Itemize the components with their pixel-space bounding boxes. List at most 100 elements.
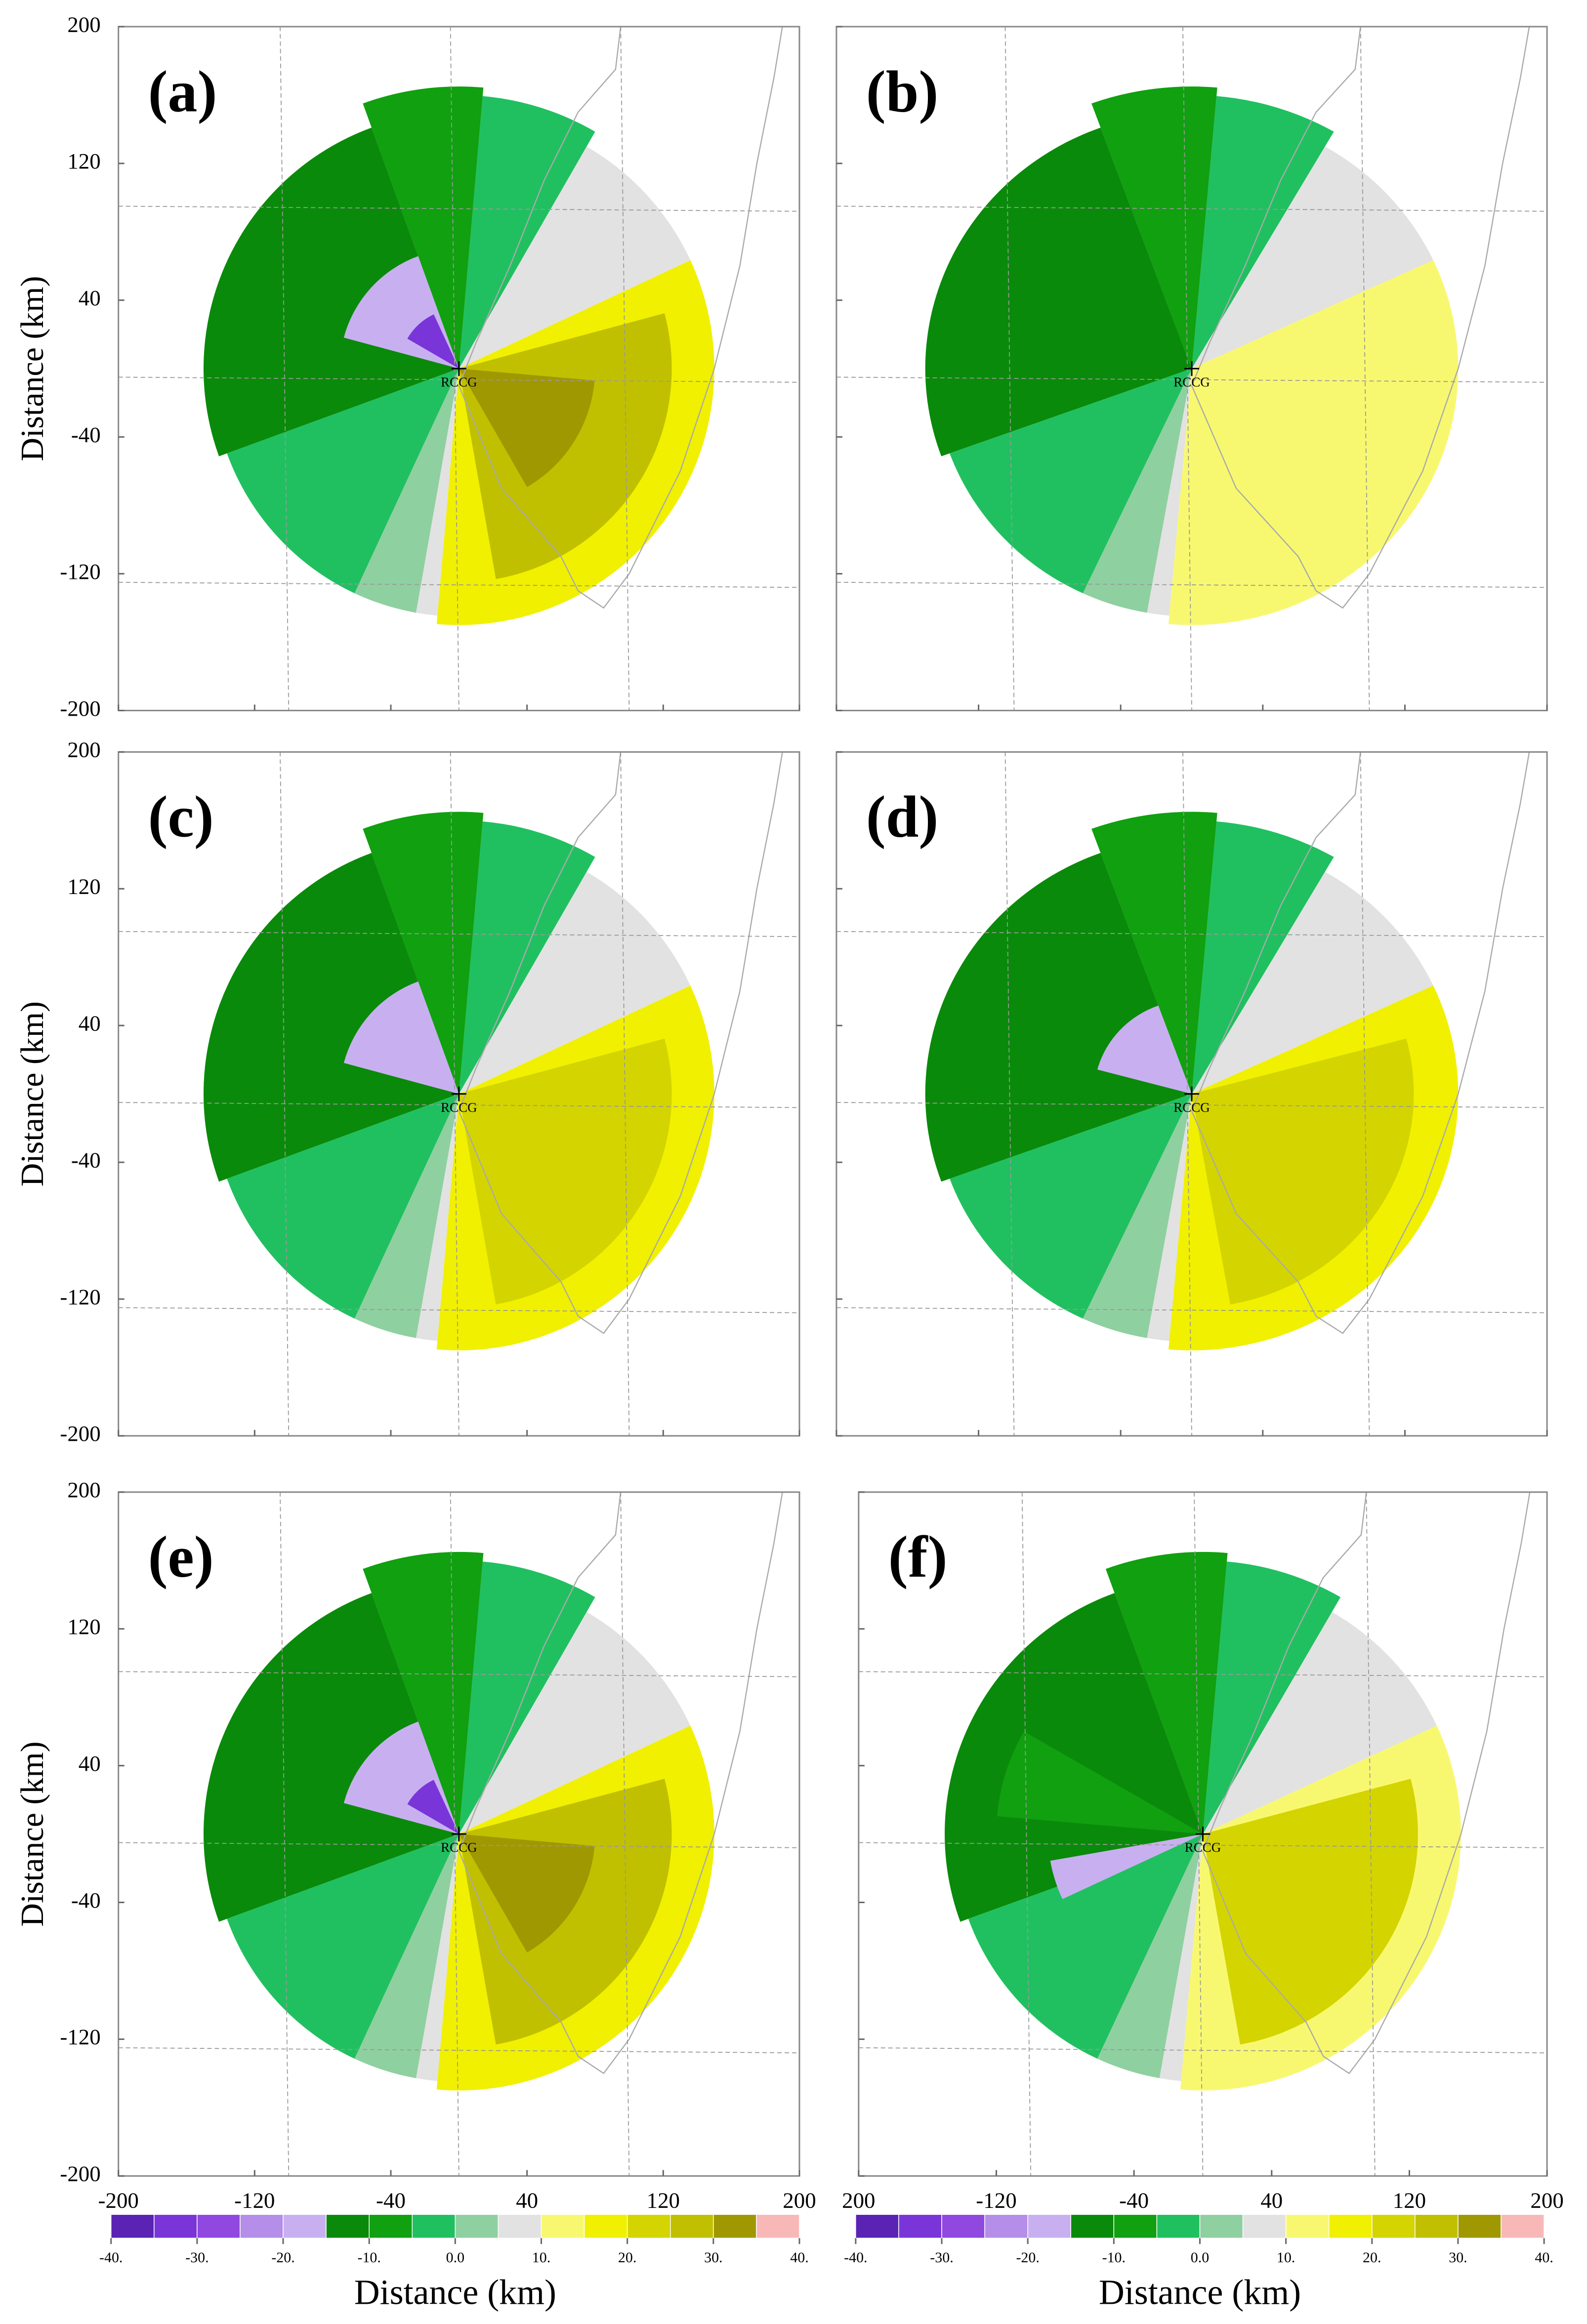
coastline <box>1202 1492 1531 2075</box>
x-tick-label: -40 <box>376 2188 406 2213</box>
colorbar-swatch <box>1199 2214 1244 2239</box>
colorbar-tick-label: -40. <box>99 2249 123 2266</box>
radar-field <box>1191 821 1334 1094</box>
radar-field <box>1105 1551 1228 1835</box>
panel-label: (a) <box>148 58 217 124</box>
colorbar-tick-label: 10. <box>532 2249 550 2266</box>
map-grid <box>836 376 1547 383</box>
radar-field <box>1083 368 1192 613</box>
panel-label: (b) <box>866 58 938 124</box>
station-label: RCCG <box>1173 374 1210 389</box>
panel-frame <box>835 751 1548 1437</box>
colorbar-swatch <box>898 2214 942 2239</box>
panel-label: (f) <box>888 1524 948 1590</box>
coastline <box>458 26 783 609</box>
map-grid <box>620 1492 630 2176</box>
map-grid <box>118 205 799 212</box>
y-tick-label: 40 <box>79 1011 101 1036</box>
colorbar-swatch <box>1458 2214 1502 2239</box>
panel: RCCG (b) <box>835 26 1548 711</box>
y-tick-label: 200 <box>67 12 100 37</box>
y-tick-label: 40 <box>79 1751 101 1776</box>
radar-field <box>997 1731 1203 1835</box>
x-tick-label: 120 <box>1393 2188 1426 2213</box>
map-grid <box>836 931 1547 938</box>
radar-field <box>1191 96 1334 369</box>
radar-field <box>203 127 459 456</box>
x-axis-label: Distance (km) <box>354 2273 556 2312</box>
colorbar-swatch <box>455 2214 499 2239</box>
panel-label: (d) <box>866 784 938 850</box>
map-grid <box>858 1842 1547 1848</box>
panel-label: (e) <box>148 1524 214 1590</box>
colorbar-swatch <box>1027 2214 1071 2239</box>
colorbar-swatch <box>941 2214 985 2239</box>
colorbar-swatch <box>669 2214 714 2239</box>
radar-field <box>416 1094 459 1341</box>
radar-field <box>1083 1094 1192 1338</box>
map-grid <box>836 205 1547 212</box>
panel: RCCG (c) 200 120 40 -40 -120 -200 Distance (km) <box>14 737 800 1446</box>
colorbar-tick-label: 40. <box>1535 2249 1553 2266</box>
colorbar-swatch <box>626 2214 671 2239</box>
panel-frame <box>118 26 800 711</box>
x-tick-label: 200 <box>842 2188 875 2213</box>
radar-field <box>1159 1834 1203 2081</box>
colorbar-tick-label: -10. <box>357 2249 380 2266</box>
colorbar-tick-label: -20. <box>271 2249 294 2266</box>
x-tick-label: -200 <box>98 2188 139 2213</box>
colorbar-tick-label: 0.0 <box>446 2249 464 2266</box>
map-grid <box>1366 1492 1376 2176</box>
map-grid <box>1021 1492 1032 2176</box>
colorbar-tick-label: 30. <box>704 2249 722 2266</box>
colorbar-swatch <box>984 2214 1028 2239</box>
colorbar-tick-label: 20. <box>1363 2249 1381 2266</box>
colorbar-swatch <box>541 2214 585 2239</box>
y-tick-label: -200 <box>60 696 100 721</box>
station-label: RCCG <box>441 1840 477 1855</box>
map-grid <box>620 752 630 1436</box>
radar-field <box>944 1593 1203 1922</box>
radar-field <box>1168 260 1459 625</box>
y-tick-label: 120 <box>67 149 100 173</box>
colorbar-swatch <box>283 2214 327 2239</box>
map-grid <box>118 1102 799 1108</box>
radar-field <box>1203 1779 1418 2045</box>
radar-field <box>203 853 459 1182</box>
colorbar: -40. -30. -20. -10. 0.0 10. 20. 30. 40. Distance … <box>844 2214 1553 2312</box>
colorbar-swatch <box>1415 2214 1459 2239</box>
colorbar-tick-label: -40. <box>844 2249 867 2266</box>
radar-field <box>925 127 1192 456</box>
map-grid <box>118 931 799 938</box>
radar-field <box>1147 1094 1192 1341</box>
radar-field <box>1097 1005 1192 1094</box>
station-label: RCCG <box>441 374 477 389</box>
colorbar-swatch <box>369 2214 413 2239</box>
colorbar-tick-label: 20. <box>618 2249 636 2266</box>
colorbar-swatch <box>498 2214 542 2239</box>
radar-field <box>1091 86 1217 369</box>
radar-field <box>343 981 459 1094</box>
y-tick-label: 120 <box>67 1614 100 1639</box>
radar-field <box>459 368 595 488</box>
map-grid <box>118 376 799 383</box>
colorbar-tick-label: 30. <box>1449 2249 1467 2266</box>
panel-label: (c) <box>148 784 214 850</box>
colorbar-swatch <box>412 2214 456 2239</box>
radar-field <box>1050 1834 1203 1899</box>
coastline <box>458 1492 783 2075</box>
colorbar-swatch <box>1501 2214 1545 2239</box>
colorbar-swatch <box>326 2214 370 2239</box>
colorbar-swatch <box>1156 2214 1201 2239</box>
radar-field <box>459 1834 595 1953</box>
y-tick-label: -120 <box>60 1284 100 1309</box>
radar-field <box>407 1780 459 1835</box>
colorbar-tick-label: -20. <box>1016 2249 1039 2266</box>
radar-field <box>407 314 459 369</box>
y-tick-label: 200 <box>67 1477 100 1502</box>
colorbar-swatch <box>1070 2214 1115 2239</box>
colorbar-tick-label: -30. <box>185 2249 209 2266</box>
radar-field <box>968 1834 1203 2059</box>
y-tick-label: 40 <box>79 285 101 310</box>
